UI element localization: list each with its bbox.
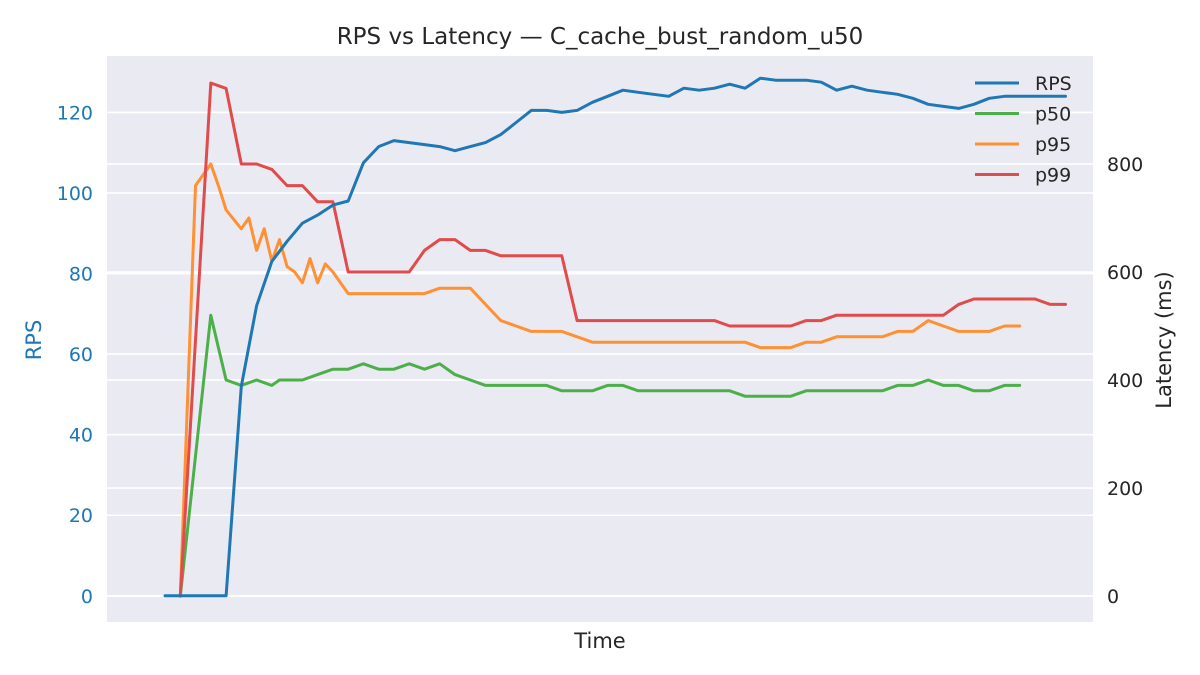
series-line-rps xyxy=(163,76,1067,598)
series-line-p99 xyxy=(178,81,1067,598)
left-tick-label: 80 xyxy=(69,264,93,286)
left-tick-label: 60 xyxy=(69,344,93,366)
left-tick-label: 20 xyxy=(69,505,93,527)
legend: RPS p50 p95 p99 xyxy=(975,73,1072,187)
chart-title: RPS vs Latency — C_cache_bust_random_u50 xyxy=(337,24,864,50)
right-tick-label: 0 xyxy=(1107,586,1119,608)
left-tick-label: 0 xyxy=(81,586,93,608)
x-axis-label: Time xyxy=(573,629,625,653)
right-y-axis-label: Latency (ms) xyxy=(1152,271,1176,408)
legend-label-p50: p50 xyxy=(1035,104,1071,126)
right-axis-ticks: 0 200 400 600 800 xyxy=(1107,154,1143,608)
left-y-axis-label: RPS xyxy=(22,320,46,361)
right-tick-label: 400 xyxy=(1107,370,1143,392)
left-tick-label: 120 xyxy=(57,102,93,124)
left-tick-label: 100 xyxy=(57,183,93,205)
legend-label-p95: p95 xyxy=(1035,134,1071,156)
series-line-p50 xyxy=(178,313,1022,598)
plot-area xyxy=(107,56,1093,622)
right-tick-label: 800 xyxy=(1107,154,1143,176)
left-tick-label: 40 xyxy=(69,425,93,447)
right-tick-label: 600 xyxy=(1107,262,1143,284)
right-tick-label: 200 xyxy=(1107,478,1143,500)
legend-label-rps: RPS xyxy=(1035,73,1072,95)
series-lines xyxy=(163,76,1067,598)
legend-label-p99: p99 xyxy=(1035,165,1071,187)
left-axis-ticks: 0 20 40 60 80 100 120 xyxy=(57,102,93,607)
